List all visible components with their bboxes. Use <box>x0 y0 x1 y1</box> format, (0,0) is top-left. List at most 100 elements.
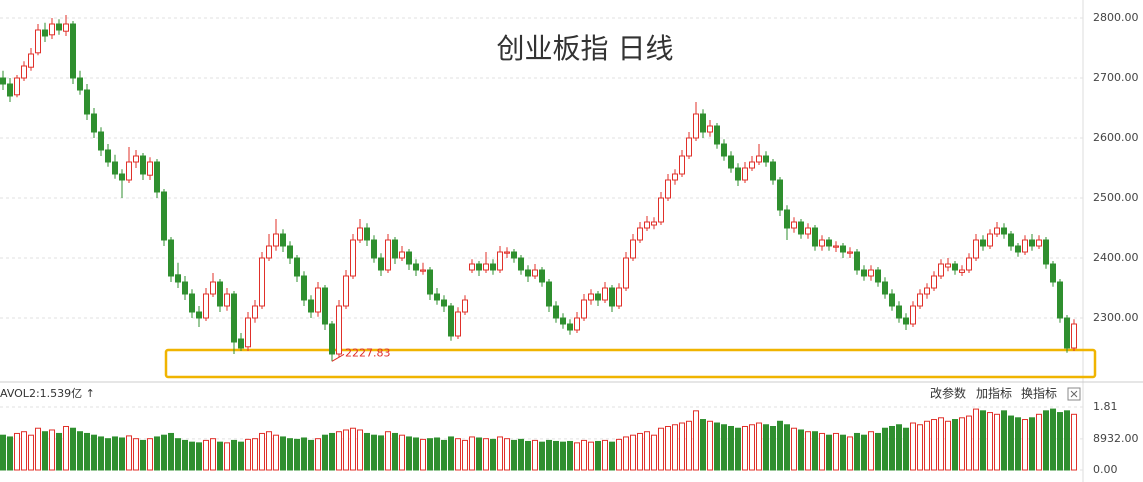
volume-bar <box>875 432 881 471</box>
candle-body <box>518 257 524 271</box>
candle-body <box>693 113 699 139</box>
volume-bar <box>308 439 314 471</box>
candle-body <box>770 161 776 181</box>
candle-body <box>798 221 804 235</box>
candle-body <box>966 257 972 271</box>
candle-body <box>126 161 132 181</box>
candle-body <box>1050 263 1056 283</box>
candle-body <box>1043 239 1049 265</box>
volume-bar <box>322 434 328 471</box>
volume-bar <box>980 410 986 471</box>
volume-bar <box>826 434 832 471</box>
volume-bar <box>714 422 720 471</box>
volume-bar <box>721 424 727 471</box>
volume-bar <box>448 436 454 471</box>
y-tick-label: 8932.00 <box>1093 432 1139 445</box>
candle-body <box>287 245 293 259</box>
candle-body <box>35 29 41 54</box>
volume-bar <box>567 440 573 471</box>
volume-bar <box>133 438 139 471</box>
candle-body <box>903 317 909 325</box>
candle-body <box>385 239 391 271</box>
volume-bar <box>931 419 937 471</box>
candle-body <box>469 263 475 271</box>
candle-body <box>763 155 769 163</box>
candle-body <box>1071 323 1077 349</box>
volume-bar <box>791 427 797 471</box>
volume-bar <box>973 408 979 471</box>
candle-body <box>637 227 643 241</box>
volume-bar <box>812 431 818 471</box>
candle-body <box>252 305 258 319</box>
candle-body <box>0 77 6 85</box>
volume-bar <box>700 419 706 471</box>
candle-body <box>861 269 867 277</box>
candle-body <box>1001 227 1007 235</box>
volume-bar <box>413 437 419 471</box>
candle-body <box>105 149 111 163</box>
candle-body <box>147 161 153 176</box>
candle-body <box>154 161 160 193</box>
volume-bar <box>833 432 839 471</box>
volume-bar <box>168 432 174 471</box>
volume-bar <box>525 440 531 471</box>
candle-body <box>378 257 384 271</box>
volume-bar <box>903 427 909 471</box>
candle-body <box>721 143 727 157</box>
button[interactable]: 换指标 <box>1021 386 1057 401</box>
candle-body <box>231 293 237 343</box>
candle-body <box>784 209 790 229</box>
volume-bar <box>1022 419 1028 471</box>
candle-body <box>7 83 13 97</box>
volume-bar <box>14 432 20 471</box>
volume-bar <box>889 425 895 471</box>
candle-body <box>133 155 139 163</box>
candle-body <box>21 65 27 79</box>
candle-body <box>819 239 825 247</box>
volume-bar <box>301 437 307 471</box>
volume-bar <box>896 424 902 471</box>
volume-bar <box>399 434 405 471</box>
candle-body <box>532 269 538 277</box>
candle-body <box>686 137 692 157</box>
candle-body <box>749 161 755 169</box>
candle-body <box>273 233 279 247</box>
volume-bar <box>147 438 153 471</box>
candle-body <box>42 29 48 37</box>
volume-bar <box>616 438 622 471</box>
candle-body <box>854 251 860 271</box>
volume-bar <box>798 429 804 471</box>
volume-bar <box>154 436 160 471</box>
volume-bar <box>665 425 671 471</box>
candle-body <box>1064 317 1070 349</box>
candle-body <box>756 155 762 163</box>
volume-bar <box>882 427 888 471</box>
volume-bar <box>987 412 993 471</box>
volume-bar <box>777 420 783 471</box>
volume-bar <box>336 431 342 471</box>
candle-body <box>602 287 608 301</box>
candle-body <box>707 125 713 133</box>
candle-body <box>336 305 342 355</box>
candle-body <box>679 155 685 175</box>
candle-body <box>973 239 979 259</box>
volume-bar <box>1008 415 1014 471</box>
volume-bar <box>1050 408 1056 471</box>
volume-bar <box>686 420 692 471</box>
candle-body <box>742 167 748 181</box>
button[interactable]: 加指标 <box>976 386 1012 401</box>
volume-bar <box>994 413 1000 471</box>
volume-bar <box>203 439 209 471</box>
volume-bar <box>315 438 321 471</box>
candle-body <box>224 293 230 307</box>
volume-bar <box>588 441 594 471</box>
candle-body <box>301 275 307 301</box>
candle-body <box>504 251 510 254</box>
button[interactable]: 改参数 <box>930 386 966 401</box>
y-tick-label: 2600.00 <box>1093 131 1139 144</box>
close-button[interactable] <box>1067 387 1081 401</box>
candle-body <box>266 245 272 259</box>
volume-bar <box>546 439 552 471</box>
volume-bar <box>1071 413 1077 471</box>
candle-body <box>56 23 62 31</box>
